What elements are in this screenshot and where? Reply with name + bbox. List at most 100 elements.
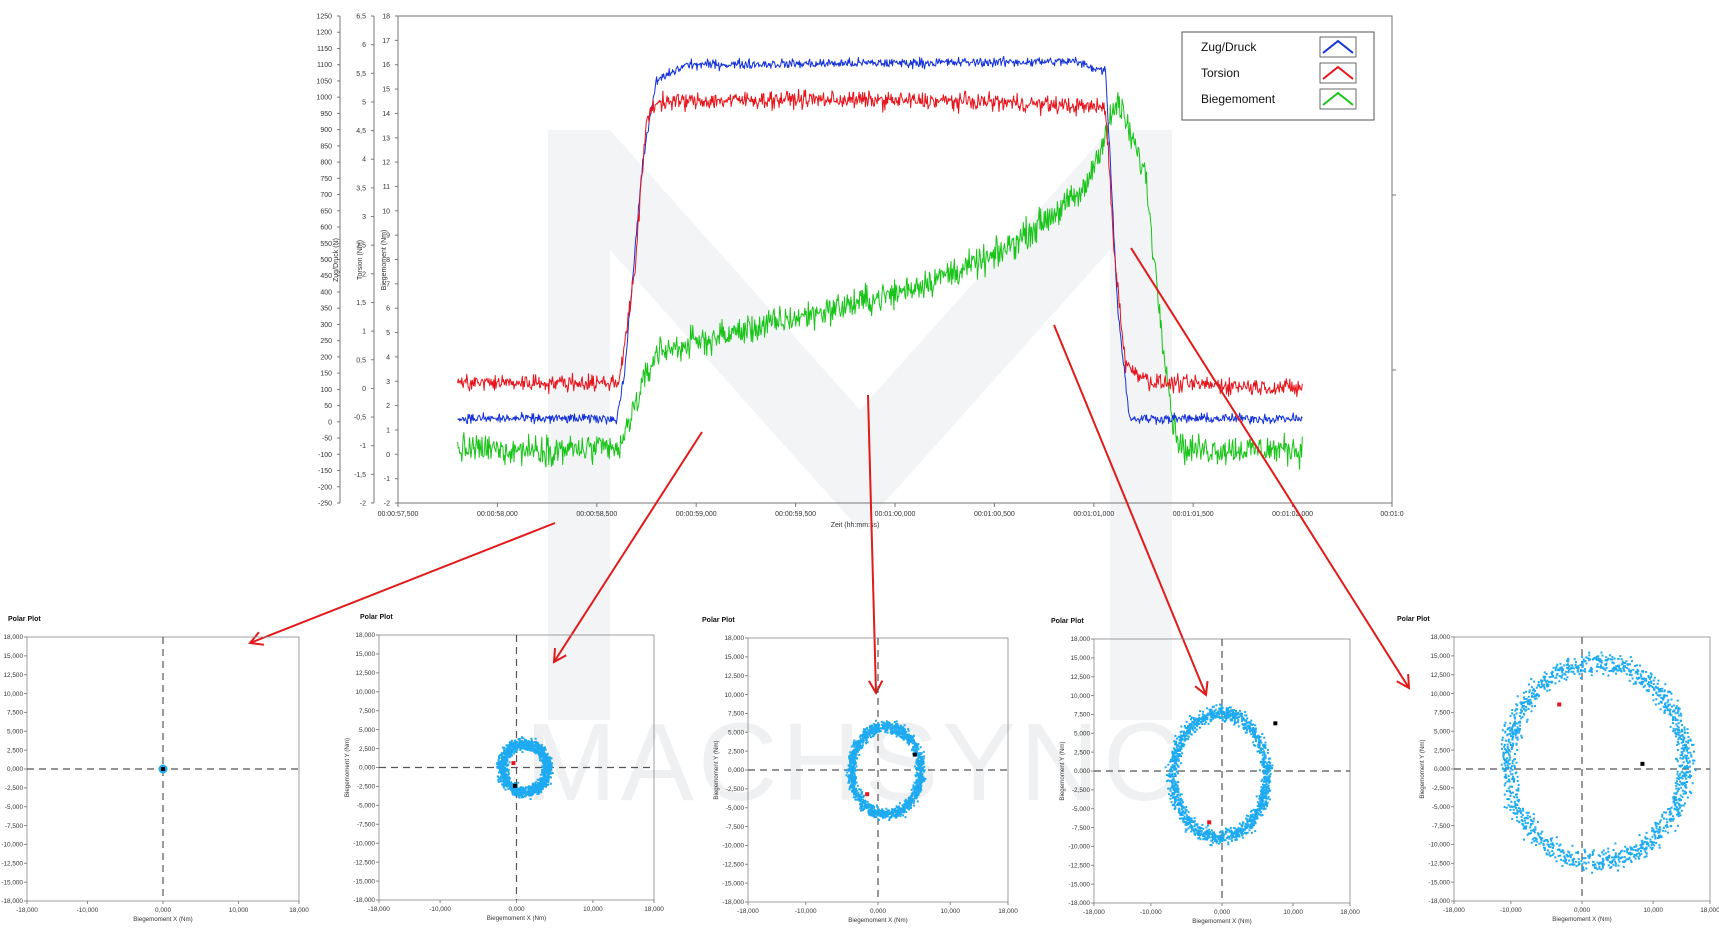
polar-x-tick-label: 10,000 <box>583 906 603 913</box>
y-tick-label: 1 <box>386 427 390 434</box>
x-axis-title: Zeit (hh:mm:ss) <box>831 522 880 529</box>
y-tick-label: 400 <box>320 289 332 296</box>
y-tick-label: 1250 <box>316 14 332 21</box>
y-tick-label: 1200 <box>316 30 332 37</box>
watermark: MACHSYNC <box>525 130 1183 824</box>
x-tick-label: 00:00:58,000 <box>477 511 518 518</box>
y-tick-label: 350 <box>320 306 332 313</box>
polar-y-tick-label: -10,000 <box>722 843 744 850</box>
polar-y-tick-label: -12,500 <box>1428 860 1450 867</box>
y-tick-label: 9 <box>386 233 390 240</box>
polar-y-tick-label: 15,000 <box>1430 653 1450 660</box>
y-tick-label: -1,5 <box>354 472 366 479</box>
polar-x-title: Biegemoment X (Nm) <box>848 917 908 924</box>
polar-y-tick-label: -7,500 <box>726 824 745 831</box>
polar-y-tick-label: 7,500 <box>7 710 23 717</box>
polar-x-tick-label: -10,000 <box>1140 909 1162 916</box>
polar-x-tick-label: 0,000 <box>1574 907 1590 914</box>
polar-y-tick-label: 10,000 <box>1430 691 1450 698</box>
polar-plot-2: Polar Plot 18,000 15,000 12,500 10,000 7,500 5… <box>344 614 664 922</box>
polar-y-tick-label: 18,000 <box>3 634 23 641</box>
polar-y-tick-label: -10,000 <box>1068 844 1090 851</box>
series-group <box>457 55 1303 470</box>
polar-y-tick-label: 7,500 <box>1434 710 1450 717</box>
y-tick-label: 800 <box>320 160 332 167</box>
polar-y-tick-label: -10,000 <box>353 840 375 847</box>
polar-x-tick-label: -10,000 <box>1500 907 1522 914</box>
legend-label: Torsion <box>1201 66 1240 80</box>
polar-y-tick-label: -15,000 <box>722 880 744 887</box>
polar-x-tick-label: 0,000 <box>155 907 171 914</box>
y-tick-label: 700 <box>320 192 332 199</box>
y-tick-label: 300 <box>320 322 332 329</box>
polar-y-tick-label: 15,000 <box>3 653 23 660</box>
polar-y-tick-label: 2,500 <box>359 746 375 753</box>
polar-marker-red <box>1557 702 1562 707</box>
y-tick-label: 900 <box>320 127 332 134</box>
y-tick-label: 5 <box>362 99 366 106</box>
callout-arrow <box>248 522 556 646</box>
polar-title: Polar Plot <box>702 617 735 624</box>
polar-x-tick-label: -10,000 <box>77 907 99 914</box>
axis-biegemoment: 1817161514131211109876543210-1-2Biegemom… <box>381 14 399 508</box>
legend-label: Biegemoment <box>1201 92 1276 106</box>
polar-y-tick-label: 18,000 <box>355 632 375 639</box>
polar-y-tick-label: -2,500 <box>726 786 745 793</box>
polar-marker-black <box>1640 761 1645 766</box>
polar-scatter-points <box>496 736 554 800</box>
axis-zug-druck: 1250120011501100105010009509008508007507… <box>316 14 341 508</box>
y-tick-label: 4,5 <box>356 128 366 135</box>
polar-plot-4: Polar Plot 18,000 15,000 12,500 10,000 7,500 5… <box>1051 618 1360 925</box>
arrow-head <box>1194 680 1209 697</box>
arrow-shaft <box>249 522 556 644</box>
series-line-biegemoment <box>457 92 1303 470</box>
polar-y-tick-label: 7,500 <box>1074 712 1090 719</box>
polar-y-tick-label: 2,500 <box>1434 747 1450 754</box>
polar-y-tick-label: -15,000 <box>1 879 23 886</box>
polar-y-tick-label: 5,000 <box>1434 728 1450 735</box>
polar-marker-black <box>912 752 917 757</box>
y-tick-label: 6 <box>386 306 390 313</box>
y-tick-label: 1000 <box>316 95 332 102</box>
polar-marker-red <box>1207 820 1212 825</box>
polar-y-tick-label: 2,500 <box>7 747 23 754</box>
y-tick-label: 18 <box>382 14 390 21</box>
polar-y-tick-label: -2,500 <box>1072 787 1091 794</box>
y-tick-label: 2 <box>362 271 366 278</box>
arrow-shaft <box>553 431 703 663</box>
y-tick-label: 3 <box>386 379 390 386</box>
y-tick-label: 600 <box>320 225 332 232</box>
polar-x-title: Biegemoment X (Nm) <box>133 916 193 923</box>
x-tick-label: 00:01:02,000 <box>1272 511 1313 518</box>
polar-y-tick-label: 12,500 <box>1430 672 1450 679</box>
y-tick-label: 16 <box>382 62 390 69</box>
polar-y-tick-label: -7,500 <box>5 823 24 830</box>
x-tick-label: 00:00:58,500 <box>576 511 617 518</box>
polar-x-title: Biegemoment X (Nm) <box>487 915 547 922</box>
polar-y-tick-label: -12,500 <box>1 860 23 867</box>
polar-y-tick-label: -10,000 <box>1428 842 1450 849</box>
y-tick-label: 6 <box>362 42 366 49</box>
polar-y-tick-label: 10,000 <box>1070 693 1090 700</box>
polar-x-tick-label: 18,000 <box>998 908 1018 915</box>
y-tick-label: 100 <box>320 387 332 394</box>
callout-arrows <box>248 247 1411 697</box>
y-tick-label: 4 <box>362 157 366 164</box>
x-tick-label: 00:01:0 <box>1380 511 1403 518</box>
polar-y-tick-label: 18,000 <box>1070 636 1090 643</box>
polar-y-tick-label: -12,500 <box>722 861 744 868</box>
polar-marker-black <box>1273 721 1278 726</box>
callout-arrow <box>867 394 884 696</box>
y-axis-title: Torsion (Nm) <box>357 240 364 280</box>
polar-y-tick-label: 0,000 <box>1434 766 1450 773</box>
polar-title: Polar Plot <box>1051 618 1084 625</box>
y-tick-label: 1050 <box>316 78 332 85</box>
polar-y-tick-label: 2,500 <box>728 748 744 755</box>
y-tick-label: 950 <box>320 111 332 118</box>
y-tick-label: -250 <box>318 501 332 508</box>
polar-x-tick-label: -18,000 <box>16 907 38 914</box>
polar-y-tick-label: -5,000 <box>726 805 745 812</box>
polar-y-tick-label: 0,000 <box>7 766 23 773</box>
polar-title: Polar Plot <box>8 616 41 623</box>
polar-y-tick-label: -2,500 <box>1432 785 1451 792</box>
